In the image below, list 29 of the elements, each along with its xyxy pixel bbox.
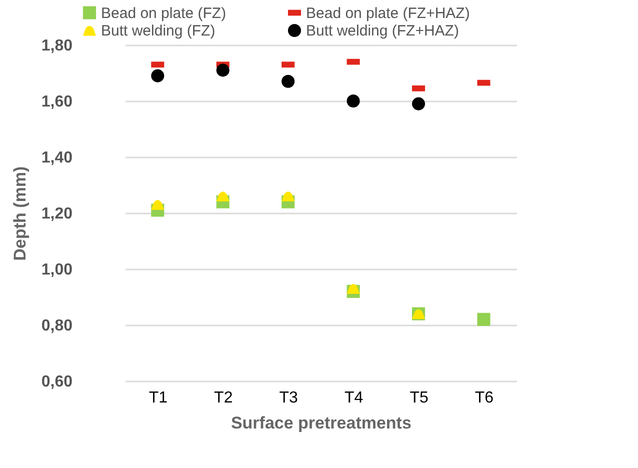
x-axis-title: Surface pretreatments (230, 414, 412, 432)
point (151, 200, 164, 210)
x-tick-label: T5 (410, 390, 428, 406)
point (216, 64, 230, 77)
x-tick-label: T6 (474, 390, 494, 406)
point (477, 312, 490, 326)
x-tick-label: T4 (344, 390, 364, 406)
y-axis-title: Depth (mm) (10, 166, 30, 261)
y-tick-label: 1,60 (41, 94, 73, 110)
y-tick-label: 1,40 (41, 150, 73, 166)
x-tick-label: T2 (214, 390, 233, 406)
x-tick-label: T3 (279, 390, 298, 406)
point (346, 284, 360, 294)
point (282, 192, 295, 202)
x-tick-label: T1 (148, 390, 168, 406)
y-tick-label: 1,00 (41, 262, 73, 278)
y-tick-label: 1,20 (41, 206, 73, 222)
y-tick-label: 0,60 (41, 374, 73, 390)
legend-label: Bead on plate (FZ+HAZ) (306, 4, 470, 22)
point (412, 97, 426, 110)
point (346, 94, 360, 108)
point (151, 69, 164, 82)
point (282, 74, 295, 88)
point (216, 192, 230, 202)
legend-label: Butt welding (FZ+HAZ) (306, 22, 459, 40)
y-tick-label: 0,80 (41, 318, 73, 334)
legend-label: Bead on plate (FZ) (101, 4, 226, 22)
y-tick-label: 1,80 (41, 38, 73, 54)
legend-label: Butt welding (FZ) (101, 22, 216, 40)
